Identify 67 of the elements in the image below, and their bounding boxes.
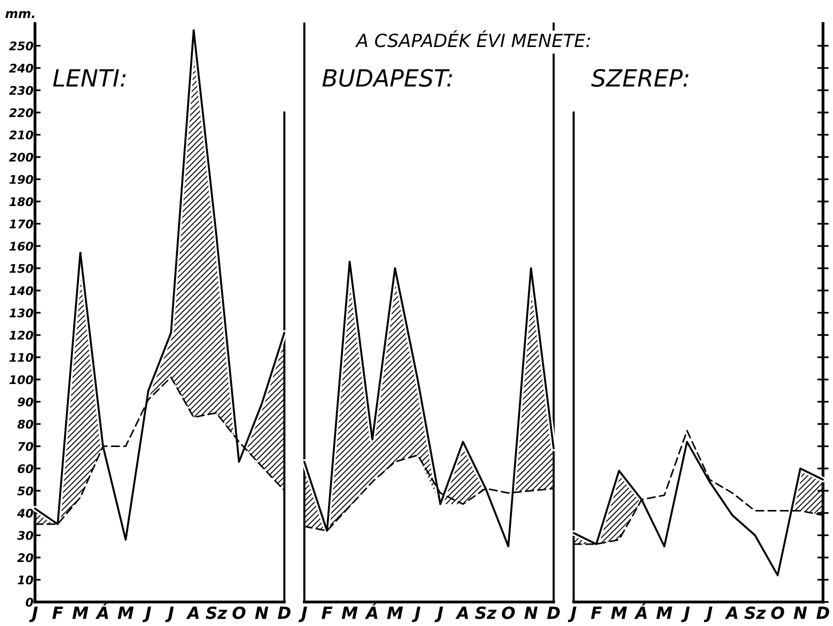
x-tick-label: J [29, 606, 38, 622]
x-tick-label: M [342, 606, 358, 619]
y-tick-label: 60 [18, 464, 34, 474]
x-tick-label: M [118, 606, 134, 619]
x-tick-label: Á [95, 603, 108, 619]
x-tick-label: O [232, 606, 246, 620]
x-tick-label: J [142, 606, 152, 622]
x-tick-label: D [547, 606, 560, 619]
x-tick-label: F [52, 606, 64, 619]
x-tick-label: M [387, 606, 403, 619]
x-tick-label: Á [634, 603, 647, 619]
y-tick-label: 10 [18, 575, 34, 584]
text: SZEREP: [591, 68, 688, 87]
x-tick-label: A [724, 606, 738, 619]
y-tick-label: 30 [17, 530, 34, 540]
x-tick-label: N [524, 606, 538, 619]
x-tick-label: D [278, 606, 291, 619]
x-tick-label: A [186, 606, 199, 619]
x-tick-label: O [502, 606, 515, 620]
x-tick-label: J [412, 606, 420, 622]
y-tick-label: 180 [9, 197, 34, 206]
y-tick-label: 20 [17, 553, 34, 562]
y-tick-label: 240 [9, 64, 34, 73]
y-tick-label: 230 [9, 86, 34, 95]
y-tick-label: 170 [9, 219, 34, 228]
y-tick-label: 0 [26, 598, 34, 607]
x-tick-label: M [72, 606, 88, 619]
x-tick-label: J [165, 606, 174, 622]
y-tick-label: 210 [9, 130, 34, 140]
x-tick-label: M [656, 606, 672, 619]
y-tick-label: 150 [9, 264, 34, 273]
x-tick-label: J [704, 606, 712, 622]
y-tick-label: 40 [17, 508, 34, 518]
y-tick-label: 200 [9, 152, 34, 162]
y-tick-label: 110 [9, 352, 34, 362]
y-tick-label: 160 [9, 242, 34, 251]
x-tick-label: O [771, 606, 784, 620]
x-tick-label: N [794, 606, 807, 619]
x-tick-label: N [255, 606, 268, 619]
x-tick-label: Sz [206, 606, 228, 620]
y-tick-label: 50 [17, 486, 34, 496]
x-tick-label: Sz [475, 606, 497, 620]
x-tick-label: M [611, 606, 627, 619]
y-tick-label: 190 [9, 174, 34, 184]
y-tick-label: 140 [9, 286, 34, 296]
chart-title: A CSAPADÉK ÉVI MENETE: [355, 30, 590, 48]
x-tick-label: J [681, 606, 690, 622]
x-tick-label: Á [364, 603, 378, 619]
y-tick-label: 90 [18, 397, 34, 406]
x-tick-label: J [568, 606, 576, 622]
x-tick-label: F [590, 606, 602, 619]
y-tick-label: 130 [9, 308, 34, 318]
text: LENTI: [53, 69, 126, 87]
y-tick-label: 70 [18, 442, 34, 451]
text: BUDAPEST: [322, 68, 452, 87]
y-tick-label: 120 [9, 330, 34, 340]
y-axis-title: mm. [5, 11, 34, 18]
x-tick-label: F [322, 606, 332, 619]
x-tick-label: Sz [744, 606, 766, 620]
y-tick-label: 250 [9, 41, 34, 50]
x-tick-label: A [455, 606, 468, 619]
x-tick-label: J [434, 606, 444, 622]
y-tick-label: 220 [9, 108, 34, 118]
x-tick-label: D [816, 606, 830, 619]
y-tick-label: 80 [17, 420, 34, 429]
x-tick-label: J [298, 606, 308, 622]
y-tick-label: 100 [9, 375, 34, 384]
